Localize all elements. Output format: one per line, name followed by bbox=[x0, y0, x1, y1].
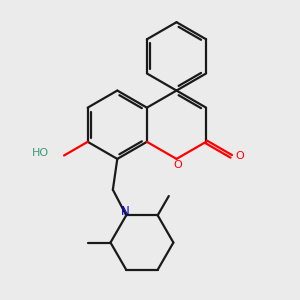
Text: HO: HO bbox=[32, 148, 49, 158]
Text: O: O bbox=[174, 160, 182, 170]
Text: N: N bbox=[121, 205, 130, 218]
Text: O: O bbox=[235, 151, 244, 161]
